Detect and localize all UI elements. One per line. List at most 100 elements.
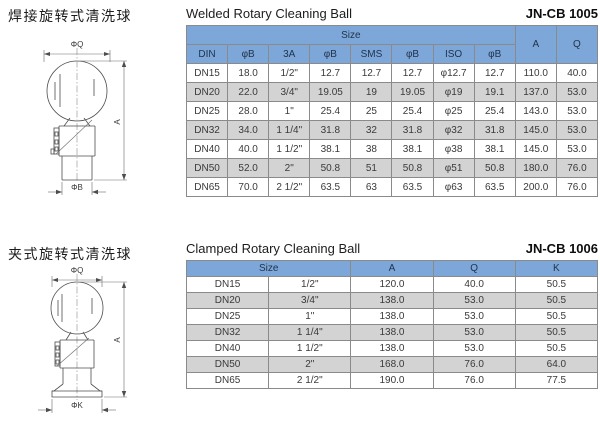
dim-label-phiK: ΦK [71, 401, 83, 410]
cell: 1/2" [268, 276, 352, 293]
cell: 40.0 [227, 139, 270, 159]
cell: 63.5 [391, 177, 434, 197]
cell: 2" [268, 158, 311, 178]
cell: 145.0 [514, 139, 557, 159]
dim-label-A: A [113, 337, 122, 343]
cell: 1 1/4" [268, 324, 352, 341]
cell: 1/2" [268, 63, 311, 83]
cell: 38 [350, 139, 393, 159]
col-header-phib: φB [227, 44, 270, 64]
cell: 12.7 [473, 63, 516, 83]
cell: 50.5 [514, 292, 599, 309]
cell: 3/4" [268, 82, 311, 102]
cell: 2 1/2" [268, 372, 352, 389]
cell: 25.4 [391, 101, 434, 121]
table-row: DN32 34.0 1 1/4" 31.8 32 31.8 φ32 31.8 1… [185, 120, 599, 140]
welded-table-head: Size A Q DIN φB 3A φB SMS φB ISO φB [185, 25, 599, 64]
cell: φ19 [432, 82, 475, 102]
welded-table: Size A Q DIN φB 3A φB SMS φB ISO φB DN15 [185, 25, 599, 197]
size-group-header: Size [186, 25, 516, 45]
cell: DN65 [185, 372, 270, 389]
clamped-section: Clamped Rotary Cleaning Ball JN-CB 1006 … [185, 241, 599, 389]
cell: 53.0 [432, 324, 516, 341]
cell: 1 1/2" [268, 139, 311, 159]
cell: 137.0 [514, 82, 557, 102]
cell: 18.0 [227, 63, 270, 83]
dim-label-phiQ: ΦQ [71, 266, 84, 275]
cell: 120.0 [350, 276, 434, 293]
cell: 110.0 [514, 63, 557, 83]
table-row: DN15 18.0 1/2" 12.7 12.7 12.7 φ12.7 12.7… [185, 63, 599, 83]
clamped-ball-diagram: ΦQ A [38, 266, 127, 413]
cell: 1 1/2" [268, 340, 352, 357]
cell: 32 [350, 120, 393, 140]
cell: DN32 [185, 120, 229, 140]
col-header-din: DIN [185, 44, 229, 64]
cell: 50.5 [514, 276, 599, 293]
table-row: DN40 1 1/2" 138.0 53.0 50.5 [185, 340, 599, 357]
cell: 19.05 [309, 82, 352, 102]
cell: 53.0 [555, 82, 599, 102]
welded-chinese-label: 焊接旋转式清洗球 [8, 8, 132, 24]
cell: 63.5 [473, 177, 516, 197]
cell: 145.0 [514, 120, 557, 140]
welded-ball-diagram: ΦQ A [43, 40, 127, 195]
cell: 50.8 [309, 158, 352, 178]
cell: 1" [268, 101, 311, 121]
cell: 25.4 [473, 101, 516, 121]
cell: 63.5 [309, 177, 352, 197]
table-row: DN32 1 1/4" 138.0 53.0 50.5 [185, 324, 599, 341]
clamped-table: Size A Q K DN15 1/2" 120.0 40.0 50.5 DN2… [185, 260, 599, 389]
clamped-model-number: JN-CB 1006 [525, 241, 598, 256]
cell: 138.0 [350, 340, 434, 357]
cell: 38.1 [309, 139, 352, 159]
table-row: DN15 1/2" 120.0 40.0 50.5 [185, 276, 599, 293]
welded-section-header: Welded Rotary Cleaning Ball JN-CB 1005 [186, 6, 598, 21]
cell: DN50 [185, 356, 270, 373]
cell: DN40 [185, 139, 229, 159]
cell: 2" [268, 356, 352, 373]
table-row: DN65 2 1/2" 190.0 76.0 77.5 [185, 372, 599, 389]
cell: 52.0 [227, 158, 270, 178]
cell: φ51 [432, 158, 475, 178]
dim-label-phiQ: ΦQ [71, 40, 84, 49]
cell: 77.5 [514, 372, 599, 389]
cell: DN50 [185, 158, 229, 178]
cell: 50.5 [514, 324, 599, 341]
cell: 50.8 [473, 158, 516, 178]
cell: DN25 [185, 308, 270, 325]
cell: 76.0 [555, 177, 599, 197]
cell: 180.0 [514, 158, 557, 178]
cell: 40.0 [432, 276, 516, 293]
cell: 19.1 [473, 82, 516, 102]
cell: 25 [350, 101, 393, 121]
cell: 50.8 [391, 158, 434, 178]
cell: 22.0 [227, 82, 270, 102]
cell: φ38 [432, 139, 475, 159]
col-header-k: K [514, 260, 599, 277]
cell: 19 [350, 82, 393, 102]
table-row: DN40 40.0 1 1/2" 38.1 38 38.1 φ38 38.1 1… [185, 139, 599, 159]
col-header-a: A [350, 260, 434, 277]
cell: 76.0 [555, 158, 599, 178]
cell: 31.8 [473, 120, 516, 140]
table-row: DN20 3/4" 138.0 53.0 50.5 [185, 292, 599, 309]
col-header-iso: ISO [432, 44, 475, 64]
cell: 53.0 [432, 340, 516, 357]
cell: DN15 [185, 276, 270, 293]
clamped-table-body: DN15 1/2" 120.0 40.0 50.5 DN20 3/4" 138.… [185, 276, 599, 389]
cell: φ32 [432, 120, 475, 140]
cell: φ25 [432, 101, 475, 121]
table-row: Size A Q [186, 25, 599, 64]
table-row: DN25 1" 138.0 53.0 50.5 [185, 308, 599, 325]
welded-table-body: DN15 18.0 1/2" 12.7 12.7 12.7 φ12.7 12.7… [185, 63, 599, 197]
welded-title: Welded Rotary Cleaning Ball [186, 6, 352, 21]
cell: 53.0 [555, 101, 599, 121]
cell: 31.8 [309, 120, 352, 140]
table-row: DIN φB 3A φB SMS φB ISO φB [185, 44, 598, 64]
dim-label-phiB: ΦB [71, 183, 83, 192]
cell: 25.4 [309, 101, 352, 121]
cell: 28.0 [227, 101, 270, 121]
cell: 168.0 [350, 356, 434, 373]
